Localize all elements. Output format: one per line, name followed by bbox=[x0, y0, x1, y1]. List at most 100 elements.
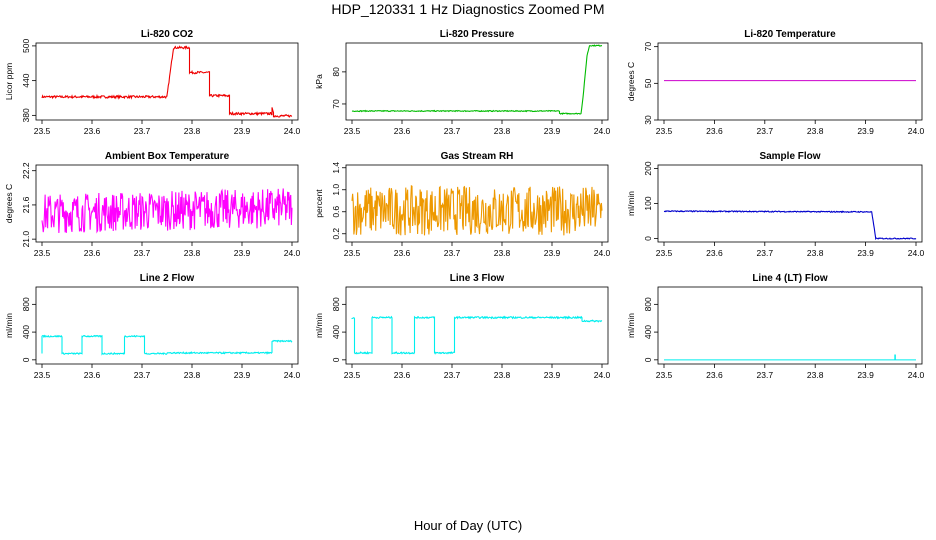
x-tick-label: 23.6 bbox=[84, 370, 101, 380]
x-tick-label: 23.9 bbox=[544, 126, 561, 136]
x-tick-label: 23.6 bbox=[84, 126, 101, 136]
panel-5: Gas Stream RH 23.5 23.6 23.7 23.8 23.9 24.0 0.2… bbox=[314, 151, 611, 258]
x-tick-label: 23.7 bbox=[444, 126, 461, 136]
y-tick-label: 0 bbox=[643, 236, 653, 241]
x-tick-label: 23.5 bbox=[34, 370, 51, 380]
panel-title: Li-820 CO2 bbox=[141, 29, 194, 40]
y-tick-label: 1.0 bbox=[331, 184, 341, 196]
x-tick-label: 23.8 bbox=[494, 126, 511, 136]
y-tick-label: 70 bbox=[331, 99, 341, 109]
panel-title: Line 3 Flow bbox=[450, 273, 505, 284]
y-tick-label: 30 bbox=[643, 115, 653, 125]
x-tick-label: 23.8 bbox=[494, 370, 511, 380]
panel-title: Sample Flow bbox=[759, 151, 820, 162]
y-axis-label: percent bbox=[314, 189, 324, 218]
y-tick-label: 440 bbox=[21, 73, 31, 87]
x-tick-label: 23.8 bbox=[184, 126, 201, 136]
x-tick-label: 24.0 bbox=[284, 126, 301, 136]
x-tick-label: 24.0 bbox=[908, 126, 925, 136]
plot-frame bbox=[35, 286, 299, 365]
x-tick-label: 23.8 bbox=[494, 248, 511, 258]
x-tick-label: 23.6 bbox=[706, 126, 723, 136]
y-tick-label: 0 bbox=[643, 357, 653, 362]
x-tick-label: 23.7 bbox=[444, 248, 461, 258]
x-tick-label: 23.7 bbox=[444, 370, 461, 380]
panel-6: Sample Flow 23.5 23.6 23.7 23.8 23.9 24.0 0 100 2… bbox=[626, 151, 925, 258]
x-tick-label: 23.8 bbox=[807, 370, 824, 380]
series-line bbox=[41, 45, 293, 118]
panel-2: Li-820 Pressure 23.5 23.6 23.7 23.8 23.9 24.0 7… bbox=[314, 29, 611, 136]
x-tick-label: 23.7 bbox=[757, 370, 774, 380]
y-tick-label: 22.2 bbox=[21, 162, 31, 179]
y-tick-label: 0 bbox=[331, 357, 341, 362]
plot-frame bbox=[657, 42, 923, 121]
y-tick-label: 50 bbox=[643, 78, 653, 88]
x-tick-label: 23.6 bbox=[394, 126, 411, 136]
y-tick-label: 500 bbox=[21, 39, 31, 53]
y-tick-label: 1.4 bbox=[331, 162, 341, 174]
x-tick-label: 23.8 bbox=[807, 248, 824, 258]
panel-1: Li-820 CO2 23.5 23.6 23.7 23.8 23.9 24.0 380 440… bbox=[4, 29, 301, 136]
x-tick-label: 23.5 bbox=[656, 126, 673, 136]
x-tick-label: 24.0 bbox=[284, 248, 301, 258]
series-line bbox=[351, 185, 603, 236]
x-tick-label: 23.8 bbox=[807, 126, 824, 136]
y-axis-label: ml/min bbox=[626, 313, 636, 338]
series-line bbox=[664, 354, 916, 361]
x-tick-label: 23.5 bbox=[656, 370, 673, 380]
y-tick-label: 400 bbox=[21, 325, 31, 339]
y-tick-label: 400 bbox=[331, 325, 341, 339]
y-tick-label: 21.0 bbox=[21, 231, 31, 248]
x-tick-label: 23.5 bbox=[344, 370, 361, 380]
x-tick-label: 24.0 bbox=[594, 248, 611, 258]
y-axis-label: kPa bbox=[314, 74, 324, 89]
panel-9: Line 4 (LT) Flow 23.5 23.6 23.7 23.8 23.9 24.0… bbox=[626, 273, 925, 380]
panel-title: Line 2 Flow bbox=[140, 273, 195, 284]
series-line bbox=[41, 188, 293, 234]
x-tick-label: 23.5 bbox=[34, 126, 51, 136]
panel-3: Li-820 Temperature 23.5 23.6 23.7 23.8 23.9 24… bbox=[626, 29, 925, 136]
x-tick-label: 23.9 bbox=[857, 126, 874, 136]
y-tick-label: 100 bbox=[643, 196, 653, 210]
x-tick-label: 23.5 bbox=[34, 248, 51, 258]
x-tick-label: 23.7 bbox=[757, 248, 774, 258]
x-tick-label: 23.8 bbox=[184, 248, 201, 258]
x-tick-label: 23.9 bbox=[234, 126, 251, 136]
x-tick-label: 23.7 bbox=[134, 248, 151, 258]
x-tick-label: 23.6 bbox=[706, 248, 723, 258]
y-tick-label: 0 bbox=[21, 357, 31, 362]
y-tick-label: 800 bbox=[643, 297, 653, 311]
y-tick-label: 80 bbox=[331, 67, 341, 77]
x-axis-label: Hour of Day (UTC) bbox=[413, 518, 523, 533]
panel-4: Ambient Box Temperature 23.5 23.6 23.7 23.8 2… bbox=[4, 151, 301, 258]
y-tick-label: 800 bbox=[21, 297, 31, 311]
y-axis-label: ml/min bbox=[626, 191, 636, 216]
y-tick-label: 21.6 bbox=[21, 196, 31, 213]
x-tick-label: 23.6 bbox=[84, 248, 101, 258]
plot-frame bbox=[35, 164, 299, 243]
x-tick-label: 24.0 bbox=[284, 370, 301, 380]
x-tick-label: 23.5 bbox=[656, 248, 673, 258]
x-tick-label: 24.0 bbox=[908, 370, 925, 380]
x-tick-label: 23.9 bbox=[234, 248, 251, 258]
plot-frame bbox=[35, 42, 299, 121]
x-tick-label: 23.6 bbox=[394, 248, 411, 258]
y-tick-label: 70 bbox=[643, 42, 653, 52]
x-tick-label: 23.7 bbox=[757, 126, 774, 136]
x-tick-label: 24.0 bbox=[594, 126, 611, 136]
x-tick-label: 23.5 bbox=[344, 126, 361, 136]
x-tick-label: 24.0 bbox=[594, 370, 611, 380]
panel-title: Li-820 Pressure bbox=[440, 29, 515, 40]
y-tick-label: 400 bbox=[643, 325, 653, 339]
panel-7: Line 2 Flow 23.5 23.6 23.7 23.8 23.9 24.0 0 400 8… bbox=[4, 273, 301, 380]
y-tick-label: 0.6 bbox=[331, 206, 341, 218]
panel-8: Line 3 Flow 23.5 23.6 23.7 23.8 23.9 24.0 0 400 8… bbox=[314, 273, 611, 380]
plot-frame bbox=[345, 164, 609, 243]
y-axis-label: ml/min bbox=[314, 313, 324, 338]
x-tick-label: 24.0 bbox=[908, 248, 925, 258]
plot-frame bbox=[345, 42, 609, 121]
series-line bbox=[41, 334, 293, 356]
panel-title: Line 4 (LT) Flow bbox=[752, 273, 828, 284]
plot-frame bbox=[657, 164, 923, 243]
figure-title: HDP_120331 1 Hz Diagnostics Zoomed PM bbox=[331, 1, 605, 17]
